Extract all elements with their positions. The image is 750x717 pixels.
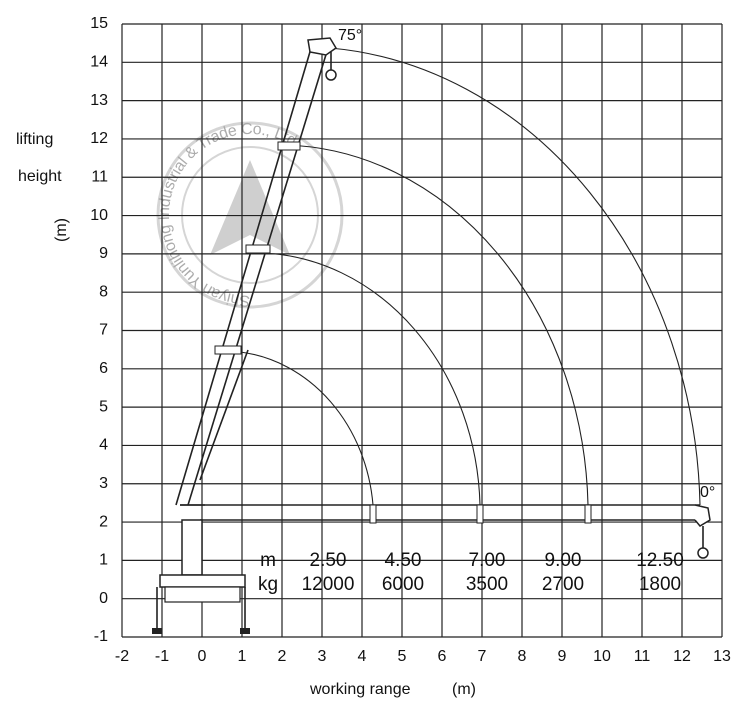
- y-tick-label: -1: [94, 628, 108, 645]
- y-tick-label: 12: [90, 130, 108, 147]
- x-tick-label: 6: [438, 648, 447, 665]
- x-tick-label: 9: [558, 648, 567, 665]
- reach-arc: [329, 47, 701, 506]
- x-tick-label: 11: [634, 648, 651, 665]
- y-tick-label: 4: [99, 437, 108, 454]
- x-tick-label: 12: [673, 648, 691, 665]
- y-tick-label: 0: [99, 590, 108, 607]
- x-axis-label: working range: [309, 681, 411, 698]
- table-cell: 1800: [639, 574, 681, 595]
- y-axis-label: lifting: [16, 131, 53, 148]
- reach-arc: [261, 252, 481, 506]
- table-cell: 12000: [302, 574, 355, 595]
- y-tick-label: 2: [99, 513, 108, 530]
- y-axis-label: height: [18, 168, 62, 185]
- y-tick-label: 3: [99, 475, 108, 492]
- y-tick-label: 15: [90, 15, 108, 32]
- y-tick-label: 11: [91, 168, 108, 185]
- x-tick-label: 3: [318, 648, 327, 665]
- x-tick-label: 7: [478, 648, 487, 665]
- y-tick-label: 5: [99, 398, 108, 415]
- x-tick-label: 8: [518, 648, 527, 665]
- raised-boom: [175, 37, 338, 506]
- reach-arc: [284, 144, 589, 506]
- y-tick-label: 7: [99, 322, 108, 339]
- y-tick-label: 1: [99, 552, 108, 569]
- table-cell: 4.50: [385, 550, 422, 571]
- table-cell: 9.00: [545, 550, 582, 571]
- y-tick-label: 10: [90, 207, 108, 224]
- x-tick-label: 2: [278, 648, 287, 665]
- table-cell: 2.50: [310, 550, 347, 571]
- annotation: 0°: [700, 484, 715, 501]
- y-tick-label: 8: [99, 283, 108, 300]
- x-tick-label: -2: [115, 648, 129, 665]
- table-row-label: kg: [258, 574, 278, 595]
- y-tick-label: 9: [99, 245, 108, 262]
- y-axis-label: (m): [53, 218, 70, 242]
- y-tick-label: 6: [99, 360, 108, 377]
- table-row-label: m: [260, 550, 276, 571]
- x-tick-label: -1: [155, 648, 169, 665]
- annotation: 75°: [338, 27, 362, 44]
- table-cell: 2700: [542, 574, 584, 595]
- x-axis-label: (m): [452, 681, 476, 698]
- x-tick-label: 13: [713, 648, 731, 665]
- y-tick-label: 13: [90, 92, 108, 109]
- x-tick-label: 4: [358, 648, 367, 665]
- x-tick-label: 1: [238, 648, 247, 665]
- table-cell: 12.50: [636, 550, 684, 571]
- y-tick-label: 14: [90, 54, 108, 71]
- reach-arc: [239, 351, 374, 506]
- horizontal-boom: [180, 504, 711, 559]
- table-cell: 3500: [466, 574, 508, 595]
- crane-base: [152, 519, 250, 634]
- table-cell: 7.00: [469, 550, 506, 571]
- x-tick-label: 0: [198, 648, 207, 665]
- table-cell: 6000: [382, 574, 424, 595]
- x-tick-label: 5: [398, 648, 407, 665]
- x-tick-label: 10: [593, 648, 611, 665]
